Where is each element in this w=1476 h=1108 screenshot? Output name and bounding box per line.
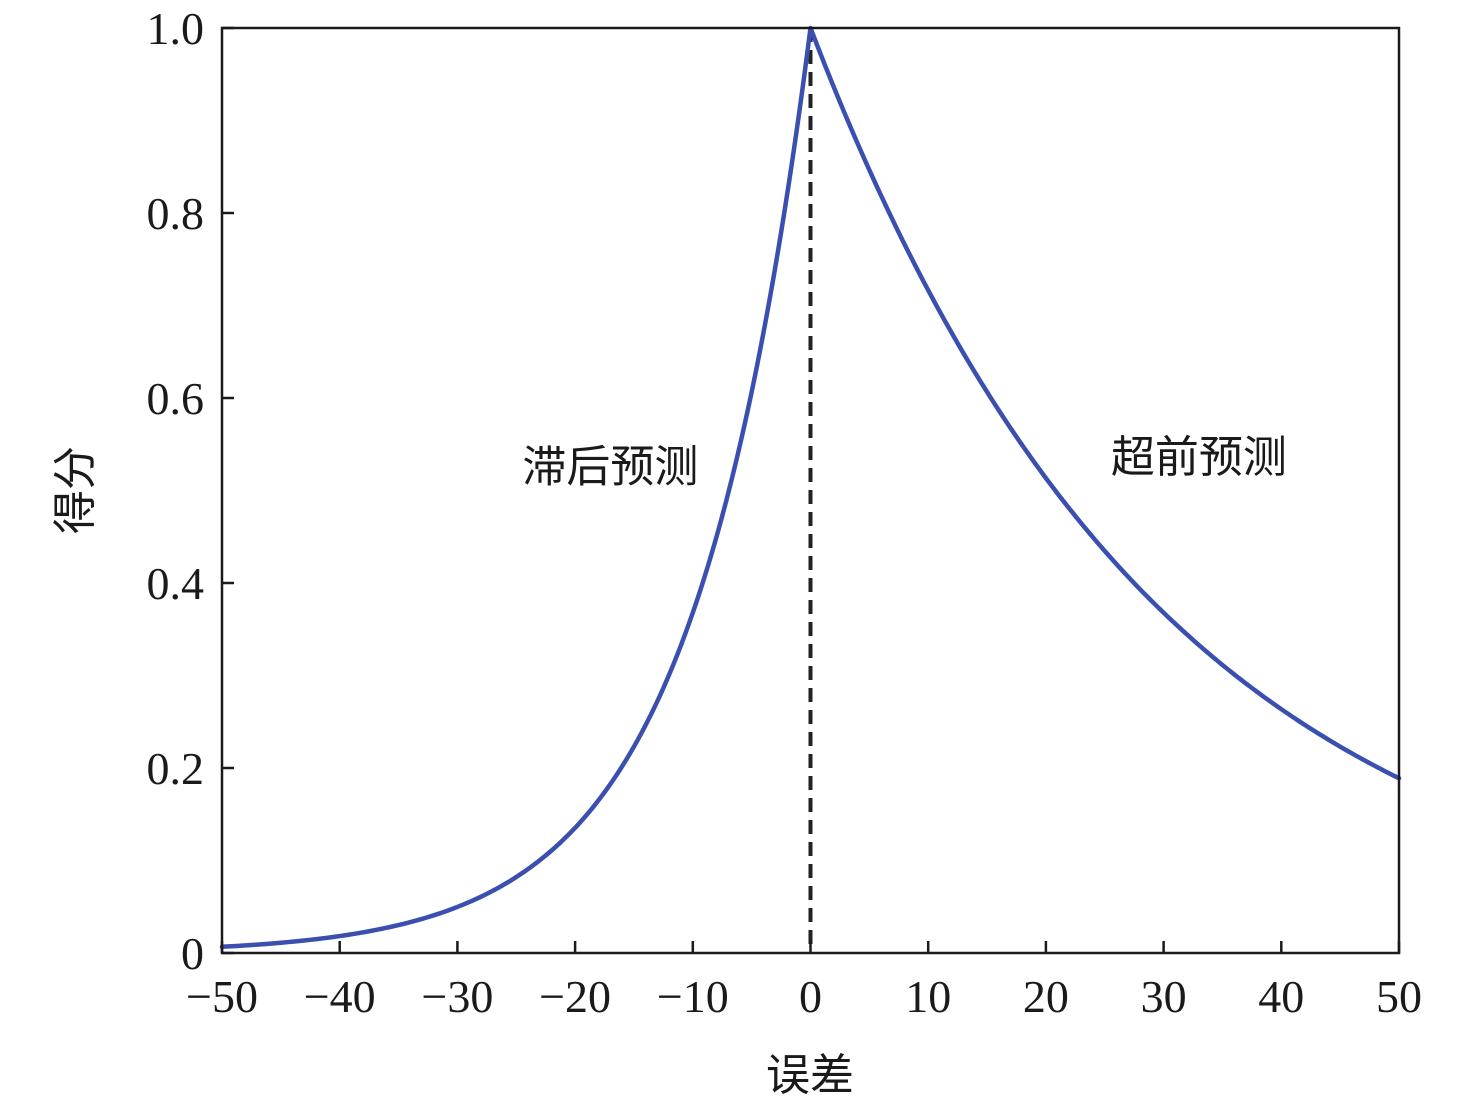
y-tick-label: 0.8	[147, 188, 205, 239]
y-tick-label: 0.2	[147, 743, 205, 794]
annotation-label: 滞后预测	[522, 441, 698, 492]
x-tick-label: −10	[657, 971, 729, 1022]
x-tick-label: 30	[1141, 971, 1187, 1022]
x-tick-label: −20	[539, 971, 611, 1022]
annotations: 滞后预测 超前预测	[522, 432, 1287, 492]
x-axis-ticks: −50 −40 −30 −20 −10 0 10 20 30 40 50	[186, 941, 1422, 1022]
x-tick-label: 50	[1376, 971, 1422, 1022]
x-tick-label: −30	[421, 971, 493, 1022]
curve-layer	[219, 25, 1402, 950]
x-tick-label: 40	[1258, 971, 1304, 1022]
y-tick-label: 1.0	[147, 3, 205, 54]
y-tick-label: 0.6	[147, 373, 205, 424]
x-tick-label: 10	[905, 971, 951, 1022]
x-tick-label: −40	[304, 971, 376, 1022]
y-tick-label: 0	[181, 928, 204, 979]
x-tick-label: −50	[186, 971, 258, 1022]
annotation-label: 超前预测	[1111, 432, 1287, 483]
x-tick-label: 20	[1023, 971, 1069, 1022]
x-axis-title: 误差	[766, 1050, 854, 1101]
y-axis-ticks: 0 0.2 0.4 0.6 0.8 1.0	[147, 3, 234, 979]
x-tick-label: 0	[799, 971, 822, 1022]
y-axis-title: 得分	[50, 446, 101, 534]
y-tick-label: 0.4	[147, 558, 205, 609]
score-curve	[219, 25, 1402, 950]
